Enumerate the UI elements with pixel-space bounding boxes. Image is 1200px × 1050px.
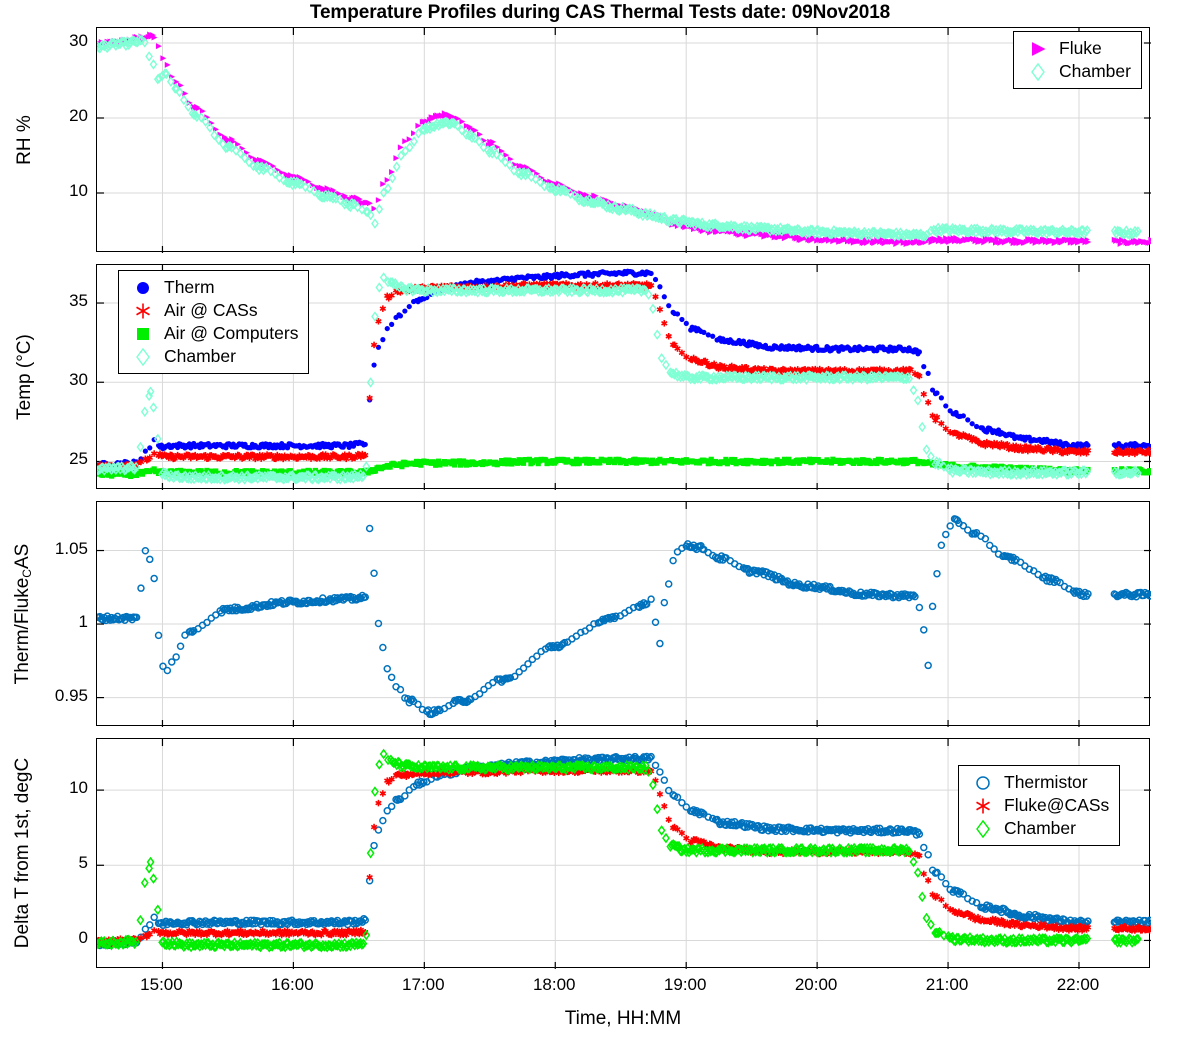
ytick-ratio: 0.95 — [54, 685, 88, 705]
plot-area-delta — [97, 739, 1151, 969]
series-fluke — [97, 31, 1151, 248]
legend-label: Fluke — [1059, 38, 1102, 58]
axis-label-delta: Delta T from 1st, degC — [12, 757, 33, 949]
xtick-label: 16:00 — [271, 975, 314, 994]
asterisk-icon — [966, 795, 1000, 817]
tickmarks — [97, 28, 1151, 253]
plot-area-temp — [97, 265, 1151, 490]
xtick-label: 18:00 — [532, 975, 576, 994]
legend-item[interactable]: Chamber — [126, 345, 298, 368]
legend-temp: Therm Air @ CASs Air @ Computers Chamber — [118, 270, 310, 374]
ytick-rh: 10 — [69, 181, 88, 200]
ytick-ratio: 1 — [78, 612, 88, 632]
ytick-delta: 0 — [78, 928, 88, 948]
ytick-rh: 30 — [69, 31, 88, 50]
legend-item[interactable]: Chamber — [1021, 60, 1131, 83]
axis-label-ratio: Therm/FlukeCAS — [12, 498, 34, 730]
ytick-temp: 30 — [69, 370, 88, 390]
series-chamber — [97, 33, 1142, 242]
xtick-label: 21:00 — [925, 975, 969, 994]
series-chamber — [97, 748, 1142, 953]
plot-area-ratio — [97, 502, 1151, 727]
axis-label-ratio-sub: C — [20, 568, 34, 578]
xtick-label: 15:00 — [140, 975, 183, 994]
series-chamber — [97, 272, 1142, 485]
legend-item[interactable]: Therm — [126, 276, 298, 299]
xtick-label: 17:00 — [402, 975, 445, 994]
axis-label-rh: RH % — [14, 114, 35, 165]
legend-label: Fluke@CASs — [1004, 795, 1110, 815]
legend-label: Thermistor — [1004, 772, 1088, 792]
legend-item[interactable]: Chamber — [966, 817, 1109, 840]
ytick-ratio: 1.05 — [54, 538, 88, 558]
legend-item[interactable]: Air @ CASs — [126, 299, 298, 322]
xtick-label: 19:00 — [663, 975, 707, 994]
legend-item[interactable]: Fluke@CASs — [966, 794, 1109, 817]
legend-label: Air @ Computers — [164, 323, 299, 343]
square-icon — [126, 323, 160, 345]
legend-label: Chamber — [164, 346, 236, 366]
panel-ratio — [96, 501, 1151, 727]
axis-label-time: Time, HH:MM — [564, 1008, 682, 1029]
plot-area-rh — [97, 28, 1151, 253]
diamond-icon — [966, 818, 1000, 840]
legend-item[interactable]: Air @ Computers — [126, 322, 298, 345]
series-therm-flukecas — [97, 515, 1151, 719]
axis-label-ratio-tail: AS — [12, 543, 33, 569]
ytick-temp: 25 — [69, 449, 88, 469]
gridlines — [97, 502, 1151, 727]
legend-label: Air @ CASs — [164, 300, 258, 320]
tickmarks — [97, 502, 1151, 727]
legend-item[interactable]: Thermistor — [966, 771, 1109, 794]
xtick-label: 20:00 — [794, 975, 838, 994]
ytick-delta: 10 — [69, 778, 88, 798]
legend-rh: Fluke Chamber — [1013, 31, 1142, 89]
ytick-temp: 35 — [69, 291, 88, 311]
circle-icon — [126, 277, 160, 299]
panel-rh — [96, 27, 1151, 253]
circle-icon — [966, 772, 1000, 794]
right-triangle-icon — [1021, 38, 1055, 60]
legend-label: Chamber — [1059, 61, 1131, 81]
axis-label-ratio-main: Therm/Fluke — [12, 577, 33, 684]
asterisk-icon — [126, 300, 160, 322]
gridlines — [97, 28, 1151, 253]
legend-label: Chamber — [1004, 818, 1076, 838]
legend-delta: Thermistor Fluke@CASs Chamber — [958, 765, 1121, 846]
axis-label-temp: Temp (°C) — [14, 333, 35, 420]
diamond-icon — [1021, 61, 1055, 83]
tickmarks — [97, 739, 1151, 969]
diamond-icon — [126, 346, 160, 368]
ytick-rh: 20 — [69, 106, 88, 125]
figure-title: Temperature Profiles during CAS Thermal … — [309, 2, 891, 23]
legend-item[interactable]: Fluke — [1021, 37, 1131, 60]
legend-label: Therm — [164, 277, 215, 297]
ytick-delta: 5 — [78, 853, 88, 873]
xtick-label: 22:00 — [1056, 975, 1100, 994]
